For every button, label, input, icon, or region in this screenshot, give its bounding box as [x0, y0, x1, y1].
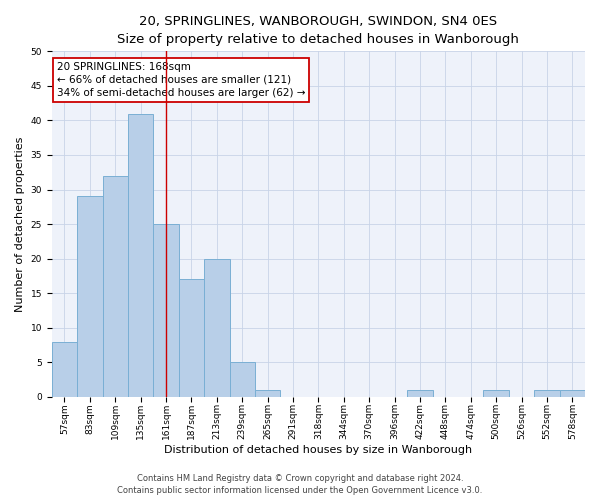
Bar — [230, 362, 255, 397]
Bar — [77, 196, 103, 397]
Bar — [179, 280, 204, 397]
Bar — [560, 390, 585, 397]
Text: Contains HM Land Registry data © Crown copyright and database right 2024.
Contai: Contains HM Land Registry data © Crown c… — [118, 474, 482, 495]
Bar — [128, 114, 154, 397]
Bar — [204, 258, 230, 397]
Y-axis label: Number of detached properties: Number of detached properties — [15, 136, 25, 312]
X-axis label: Distribution of detached houses by size in Wanborough: Distribution of detached houses by size … — [164, 445, 472, 455]
Bar — [484, 390, 509, 397]
Title: 20, SPRINGLINES, WANBOROUGH, SWINDON, SN4 0ES
Size of property relative to detac: 20, SPRINGLINES, WANBOROUGH, SWINDON, SN… — [118, 15, 520, 46]
Text: 20 SPRINGLINES: 168sqm
← 66% of detached houses are smaller (121)
34% of semi-de: 20 SPRINGLINES: 168sqm ← 66% of detached… — [57, 62, 305, 98]
Bar — [154, 224, 179, 397]
Bar — [534, 390, 560, 397]
Bar — [255, 390, 280, 397]
Bar — [52, 342, 77, 397]
Bar — [407, 390, 433, 397]
Bar — [103, 176, 128, 397]
